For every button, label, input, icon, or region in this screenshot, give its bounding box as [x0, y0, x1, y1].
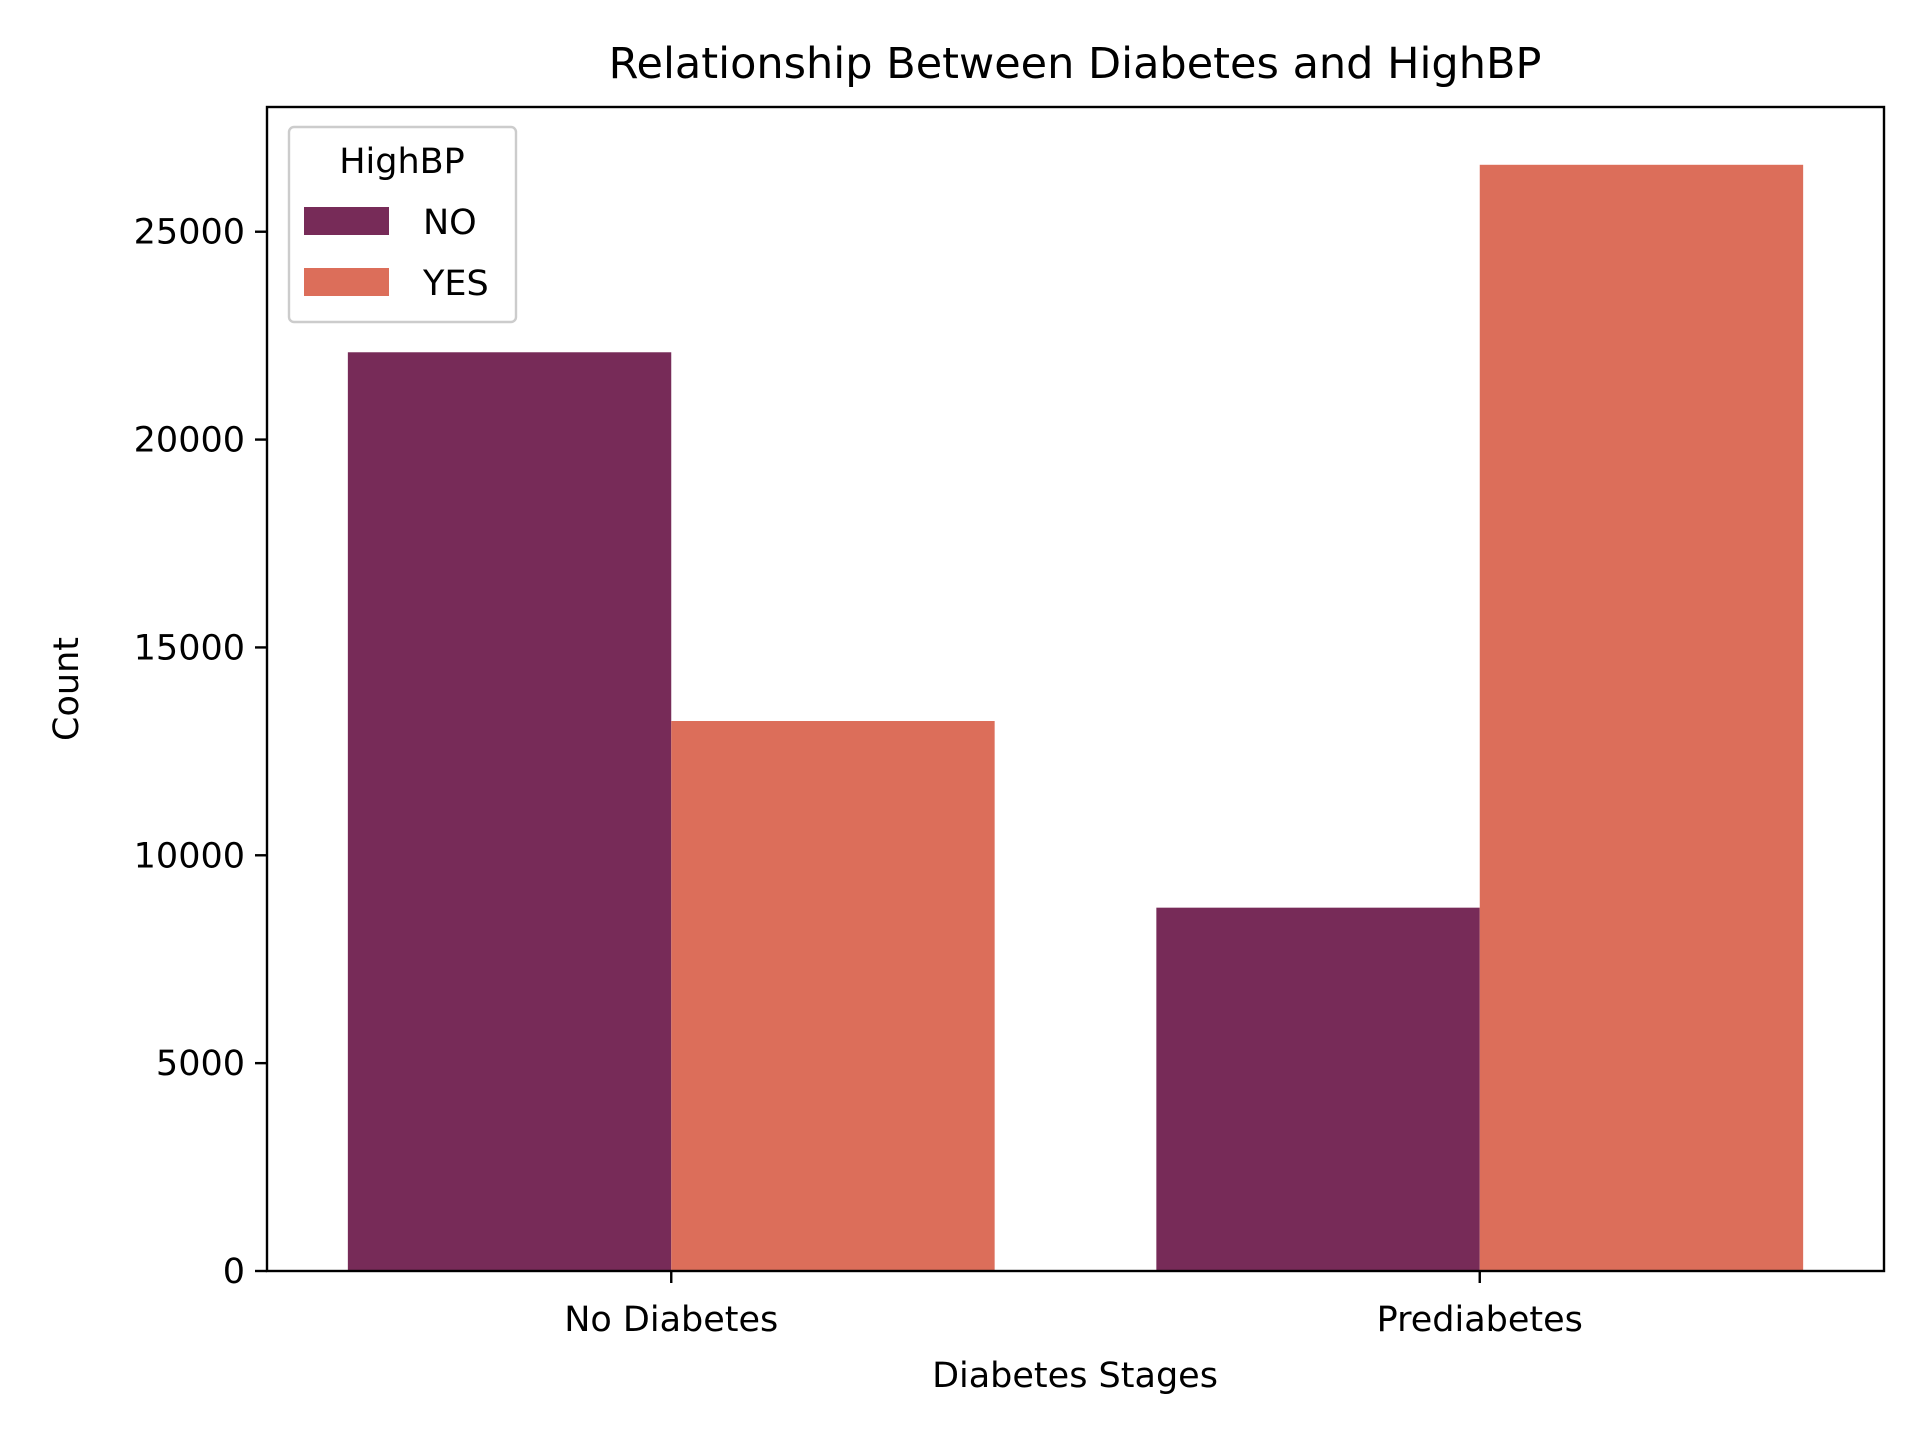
- legend: HighBP NO YES: [287, 125, 518, 324]
- legend-title: HighBP: [339, 142, 465, 182]
- y-tick-label: 5000: [156, 1044, 245, 1084]
- y-axis: 0 5000 10000 15000 20000 25000: [134, 213, 267, 1292]
- legend-label-no: NO: [423, 203, 477, 243]
- legend-swatch-no: [304, 207, 389, 235]
- bar-yes-prediabetes: [1479, 164, 1804, 1271]
- x-axis: No Diabetes Prediabetes: [564, 1271, 1583, 1340]
- x-axis-label: Diabetes Stages: [932, 1356, 1218, 1396]
- y-tick-label: 0: [223, 1252, 245, 1292]
- chart-title: Relationship Between Diabetes and HighBP: [609, 39, 1542, 89]
- legend-label-yes: YES: [422, 264, 489, 304]
- bar-no-prediabetes: [1156, 907, 1480, 1271]
- x-tick-label: No Diabetes: [564, 1300, 778, 1340]
- bars-layer: [347, 164, 1804, 1271]
- y-tick-label: 20000: [134, 421, 245, 461]
- x-tick-label: Prediabetes: [1377, 1300, 1583, 1340]
- bar-yes-no-diabetes: [671, 721, 995, 1271]
- bar-no-no-diabetes: [347, 352, 672, 1271]
- y-tick-label: 15000: [134, 628, 245, 668]
- y-axis-label: Count: [47, 637, 87, 741]
- legend-swatch-yes: [304, 268, 389, 296]
- y-tick-label: 25000: [134, 213, 245, 253]
- plot-frame: [265, 105, 1886, 1273]
- y-tick-label: 10000: [134, 836, 245, 876]
